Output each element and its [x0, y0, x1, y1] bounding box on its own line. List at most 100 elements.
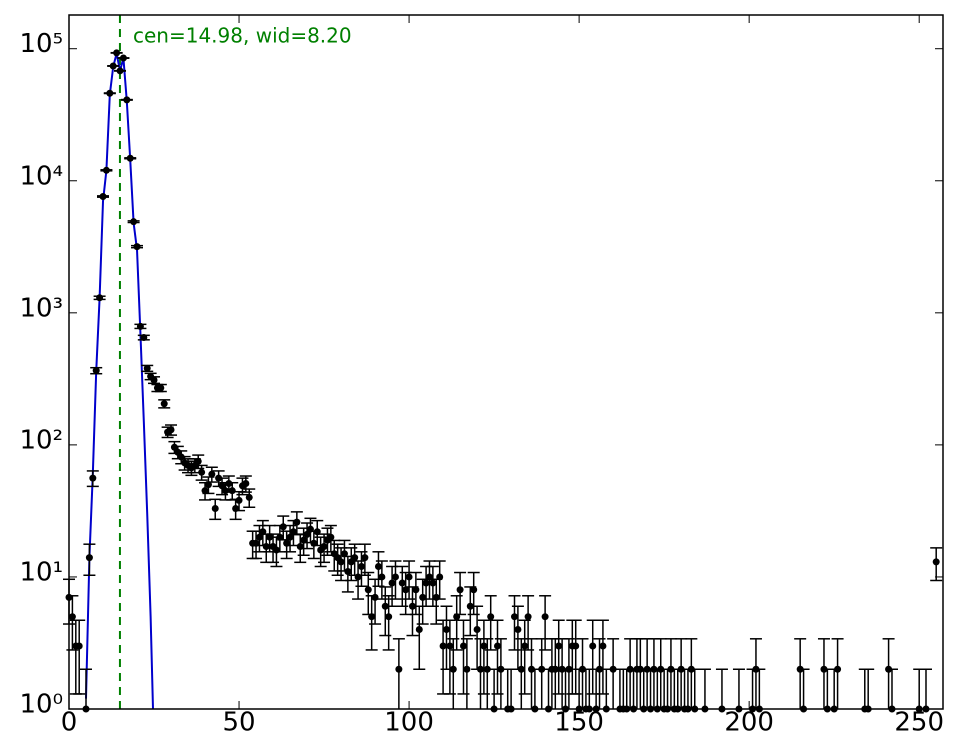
- y-tick-label: 10⁴: [19, 161, 63, 191]
- data-point: [388, 579, 396, 587]
- data-point: [85, 554, 93, 562]
- data-point: [293, 518, 301, 526]
- data-point: [429, 579, 437, 587]
- data-point: [521, 642, 529, 650]
- data-point: [596, 665, 604, 673]
- data-point: [133, 243, 141, 251]
- data-point: [218, 482, 226, 490]
- data-point: [511, 613, 519, 621]
- data-point: [266, 533, 274, 541]
- data-point: [136, 322, 144, 330]
- data-point: [140, 334, 148, 342]
- data-point: [439, 642, 447, 650]
- data-point: [589, 642, 597, 650]
- y-tick-label: 10⁵: [19, 29, 63, 59]
- data-point: [432, 593, 440, 601]
- data-point: [198, 468, 206, 476]
- data-point: [449, 665, 457, 673]
- data-point: [75, 642, 83, 650]
- data-point: [480, 642, 488, 650]
- data-point: [102, 166, 110, 174]
- data-point: [514, 625, 522, 633]
- data-point: [351, 554, 359, 562]
- data-point: [412, 586, 420, 594]
- data-point: [493, 642, 501, 650]
- data-point: [242, 480, 250, 488]
- y-tick-label: 10³: [19, 293, 63, 323]
- data-point: [368, 613, 376, 621]
- data-point: [541, 613, 549, 621]
- data-point: [116, 67, 124, 75]
- y-tick-label: 10⁰: [19, 690, 63, 720]
- annotation: cen=14.98, wid=8.20: [133, 24, 352, 48]
- data-point: [834, 665, 842, 673]
- data-point: [483, 665, 491, 673]
- data-point: [167, 426, 175, 434]
- data-point: [524, 613, 532, 621]
- data-point: [225, 480, 233, 488]
- data-point: [391, 573, 399, 581]
- data-point: [96, 294, 104, 302]
- data-point: [442, 625, 450, 633]
- data-point: [170, 443, 178, 451]
- data-point: [160, 400, 168, 408]
- data-point: [551, 665, 559, 673]
- data-point: [398, 579, 406, 587]
- data-point: [286, 533, 294, 541]
- data-point: [235, 496, 243, 504]
- data-point: [344, 567, 352, 575]
- data-point: [932, 558, 940, 566]
- data-point: [276, 533, 284, 541]
- data-point: [378, 573, 386, 581]
- data-point: [364, 586, 372, 594]
- data-point: [572, 642, 580, 650]
- data-point: [354, 573, 362, 581]
- data-point: [279, 523, 287, 531]
- data-point: [340, 550, 348, 558]
- data-point: [408, 602, 416, 610]
- data-point: [419, 593, 427, 601]
- y-tick-label: 10¹: [19, 557, 63, 587]
- data-point: [599, 642, 607, 650]
- data-point: [320, 543, 328, 551]
- data-point: [126, 154, 134, 162]
- data-point: [517, 665, 525, 673]
- data-point: [255, 533, 263, 541]
- data-point: [228, 487, 236, 495]
- data-point: [337, 558, 345, 566]
- data-point: [109, 62, 117, 70]
- data-point: [130, 218, 138, 226]
- data-point: [361, 554, 369, 562]
- data-point: [395, 665, 403, 673]
- data-point: [211, 504, 219, 512]
- data-point: [123, 96, 131, 104]
- x-tick-label: 0: [61, 708, 78, 738]
- data-point: [402, 586, 410, 594]
- data-point: [89, 474, 97, 482]
- plot-frame: [68, 14, 944, 710]
- data-point: [262, 543, 270, 551]
- data-point: [374, 562, 382, 570]
- data-point: [476, 665, 484, 673]
- data-point: [487, 613, 495, 621]
- data-point: [470, 586, 478, 594]
- data-point: [327, 533, 335, 541]
- data-point: [415, 625, 423, 633]
- data-point: [473, 625, 481, 633]
- data-point: [113, 49, 121, 57]
- data-point: [92, 367, 100, 375]
- data-point: [143, 364, 151, 372]
- data-point: [422, 579, 430, 587]
- data-point: [106, 89, 114, 97]
- y-tick-label: 10²: [19, 425, 63, 455]
- x-tick-label: 200: [724, 708, 774, 738]
- data-point: [381, 602, 389, 610]
- data-point: [208, 470, 216, 478]
- data-point: [303, 530, 311, 538]
- data-point: [555, 642, 563, 650]
- data-point: [609, 665, 617, 673]
- data-point: [538, 665, 546, 673]
- data-point: [194, 457, 202, 465]
